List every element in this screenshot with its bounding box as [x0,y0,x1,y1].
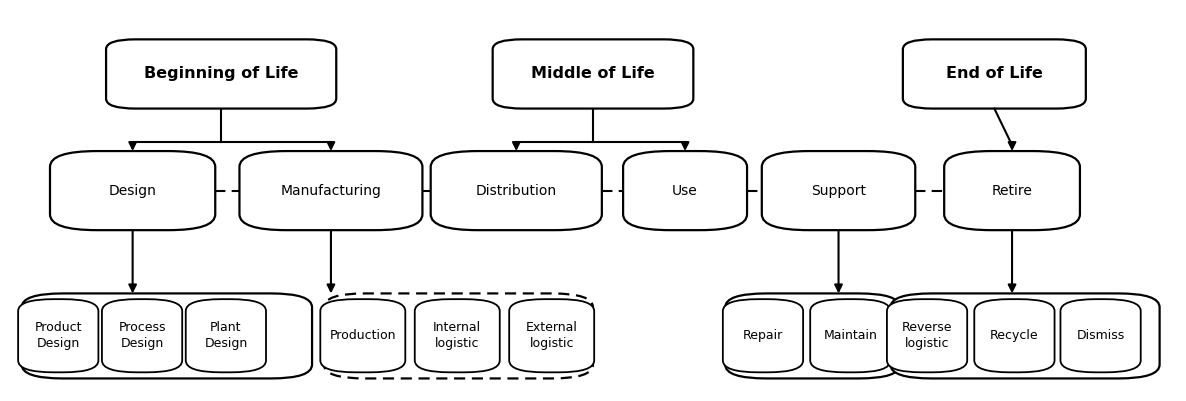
Text: Repair: Repair [742,329,783,342]
Text: Product
Design: Product Design [34,321,82,350]
Text: Distribution: Distribution [476,184,557,198]
FancyBboxPatch shape [903,39,1086,109]
FancyBboxPatch shape [944,151,1080,230]
Text: Dismiss: Dismiss [1077,329,1124,342]
FancyBboxPatch shape [887,299,968,372]
FancyBboxPatch shape [18,299,98,372]
FancyBboxPatch shape [509,299,594,372]
FancyBboxPatch shape [810,299,891,372]
Text: Internal
logistic: Internal logistic [433,321,482,350]
Text: Design: Design [109,184,157,198]
FancyBboxPatch shape [725,294,900,379]
FancyBboxPatch shape [320,299,406,372]
Text: External
logistic: External logistic [525,321,578,350]
Text: Production: Production [330,329,396,342]
FancyBboxPatch shape [102,299,183,372]
Text: Manufacturing: Manufacturing [281,184,382,198]
Text: Reverse
logistic: Reverse logistic [901,321,952,350]
Text: Support: Support [811,184,866,198]
FancyBboxPatch shape [431,151,601,230]
FancyBboxPatch shape [1060,299,1141,372]
Text: Recycle: Recycle [990,329,1039,342]
FancyBboxPatch shape [50,151,215,230]
Text: End of Life: End of Life [946,67,1042,81]
FancyBboxPatch shape [240,151,422,230]
FancyBboxPatch shape [492,39,694,109]
FancyBboxPatch shape [722,299,803,372]
FancyBboxPatch shape [415,299,499,372]
FancyBboxPatch shape [974,299,1054,372]
Text: Process
Design: Process Design [119,321,166,350]
FancyBboxPatch shape [21,294,312,379]
FancyBboxPatch shape [106,39,337,109]
FancyBboxPatch shape [761,151,916,230]
FancyBboxPatch shape [891,294,1160,379]
FancyBboxPatch shape [186,299,266,372]
Text: Retire: Retire [991,184,1033,198]
Text: Plant
Design: Plant Design [204,321,248,350]
FancyBboxPatch shape [324,294,593,379]
Text: Middle of Life: Middle of Life [531,67,655,81]
Text: Maintain: Maintain [823,329,878,342]
Text: Beginning of Life: Beginning of Life [144,67,299,81]
Text: Use: Use [672,184,697,198]
FancyBboxPatch shape [623,151,747,230]
